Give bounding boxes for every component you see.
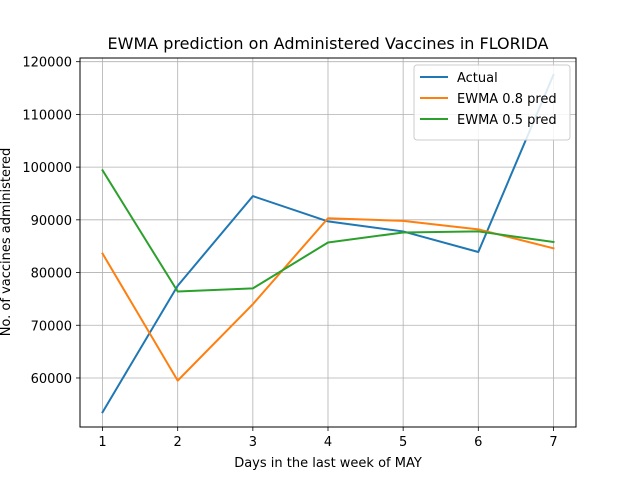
chart-title: EWMA prediction on Administered Vaccines… (108, 34, 549, 53)
series-line-1 (101, 73, 555, 414)
y-tick-label: 70000 (31, 319, 72, 334)
x-tick-label: 6 (474, 435, 482, 450)
x-tick-label: 2 (174, 435, 182, 450)
legend: Actual EWMA 0.8 pred EWMA 0.5 pred (413, 64, 571, 141)
legend-label-2: EWMA 0.8 pred (457, 92, 557, 107)
grid (80, 58, 576, 427)
ticks: 1 2 3 4 5 6 7 60000 70000 80000 90000 100000 110000 1… (22, 56, 557, 450)
y-tick-label: 80000 (31, 267, 72, 282)
x-tick-label: 1 (98, 435, 106, 450)
y-tick-label: 110000 (22, 108, 72, 123)
series-layer (101, 73, 555, 414)
x-tick-label: 4 (324, 435, 332, 450)
x-tick-label: 7 (549, 435, 557, 450)
y-axis-title: No. of vaccines administered (0, 148, 14, 337)
series-line-2 (101, 217, 555, 382)
y-tick-label: 120000 (22, 56, 72, 71)
x-axis-title: Days in the last week of MAY (234, 456, 422, 471)
y-tick-label: 60000 (31, 372, 72, 387)
y-tick-label: 90000 (31, 214, 72, 229)
legend-label-3: EWMA 0.5 pred (457, 113, 557, 128)
x-tick-label: 5 (399, 435, 407, 450)
series-line-3 (101, 168, 555, 293)
legend-label-1: Actual (457, 71, 498, 86)
x-tick-label: 3 (249, 435, 257, 450)
y-tick-label: 100000 (22, 161, 72, 176)
legend-box (413, 64, 571, 141)
